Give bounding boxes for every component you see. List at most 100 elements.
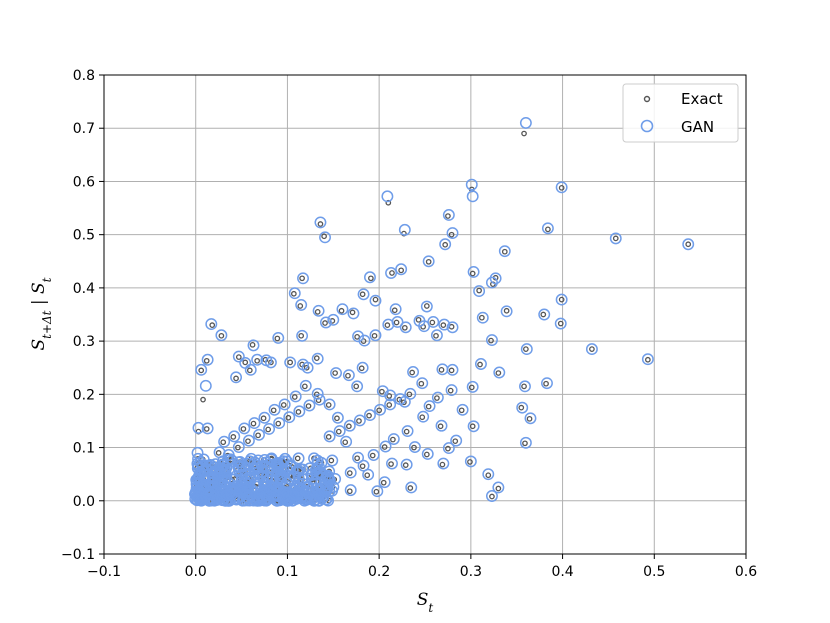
exact-point	[523, 346, 529, 352]
gan-point	[538, 308, 551, 321]
gan-point	[319, 231, 331, 244]
gan-point	[394, 393, 407, 406]
gan-point	[228, 430, 241, 443]
exact-point	[280, 402, 287, 408]
gan-point	[493, 366, 506, 379]
exact-point	[447, 387, 454, 394]
gan-point	[500, 305, 513, 318]
gan-point	[347, 307, 360, 320]
exact-point	[419, 414, 426, 421]
gan-point	[235, 459, 248, 472]
exact-point	[215, 450, 222, 456]
exact-point	[353, 383, 360, 390]
exact-point	[220, 439, 227, 446]
gan-point	[492, 481, 505, 494]
gan-point	[247, 462, 260, 475]
gan-point	[319, 316, 332, 329]
exact-point	[198, 367, 205, 374]
exact-point	[388, 461, 394, 467]
exact-point	[290, 290, 297, 297]
exact-point	[488, 337, 494, 344]
exact-point	[325, 434, 332, 440]
exact-point	[291, 394, 298, 400]
gan-point	[195, 363, 208, 376]
legend: Exact GAN	[622, 83, 739, 143]
exact-point	[425, 403, 432, 410]
exact-point	[358, 365, 365, 372]
gan-point	[541, 377, 553, 390]
exact-point	[246, 367, 253, 374]
exact-point	[381, 444, 388, 450]
gan-point	[519, 380, 531, 393]
exact-point	[501, 248, 508, 255]
gan-point	[474, 358, 487, 370]
exact-point	[540, 311, 547, 318]
gan-point	[254, 469, 267, 482]
gan-point	[430, 329, 443, 342]
gan-point	[356, 361, 369, 374]
gan-point	[555, 181, 568, 194]
exact-point	[372, 296, 379, 303]
gan-point	[438, 318, 451, 331]
gan-point	[284, 459, 297, 472]
legend-gan-label: GAN	[681, 118, 714, 136]
gan-point	[238, 422, 251, 435]
exact-point	[317, 221, 324, 227]
gan-point	[401, 425, 414, 438]
y-tick-label: 0.5	[73, 228, 95, 244]
gan-point	[203, 494, 216, 507]
gan-point	[400, 458, 413, 471]
gan-point	[371, 485, 384, 498]
exact-point	[379, 388, 385, 395]
gan-point	[435, 419, 448, 432]
gan-point	[519, 116, 532, 129]
gan-point	[476, 311, 489, 324]
gan-point	[450, 434, 463, 447]
exact-point	[685, 241, 692, 248]
exact-point	[521, 383, 527, 390]
gan-point	[407, 366, 420, 378]
gan-point	[609, 232, 622, 245]
gan-point	[242, 434, 255, 447]
exact-point	[322, 320, 328, 326]
exact-point	[364, 472, 371, 479]
y-tick-label: −0.1	[61, 547, 95, 563]
gan-point	[418, 320, 431, 333]
gan-point	[385, 267, 398, 279]
gan-point	[524, 412, 537, 425]
exact-point	[242, 359, 249, 366]
exact-point	[303, 364, 310, 371]
gan-point	[422, 255, 435, 268]
gan-point	[585, 343, 598, 356]
gan-point	[196, 465, 209, 478]
gan-point	[446, 321, 459, 334]
gan-point	[230, 371, 243, 384]
exact-point	[366, 412, 372, 419]
exact-point	[645, 356, 651, 363]
exact-point	[589, 346, 595, 352]
gan-point	[486, 276, 498, 289]
gan-point	[218, 468, 231, 480]
exact-point	[356, 418, 362, 424]
exact-point	[254, 357, 261, 364]
exact-point	[305, 403, 312, 409]
gan-point	[486, 490, 498, 502]
gan-point	[327, 313, 340, 326]
exact-point	[209, 322, 216, 328]
gan-point	[272, 331, 285, 344]
gan-point	[284, 356, 297, 369]
exact-point	[265, 426, 272, 433]
exact-point	[315, 397, 322, 404]
exact-point	[423, 451, 430, 458]
gan-point	[386, 457, 398, 470]
exact-point	[287, 359, 294, 366]
gan-point	[641, 353, 654, 366]
y-tick-label: 0.1	[73, 441, 95, 457]
exact-point	[409, 369, 416, 376]
gan-point	[340, 435, 353, 448]
exact-point	[260, 415, 267, 422]
exact-point	[389, 270, 395, 276]
exact-point	[295, 409, 302, 415]
gan-point	[271, 473, 284, 486]
gan-point	[336, 303, 349, 316]
